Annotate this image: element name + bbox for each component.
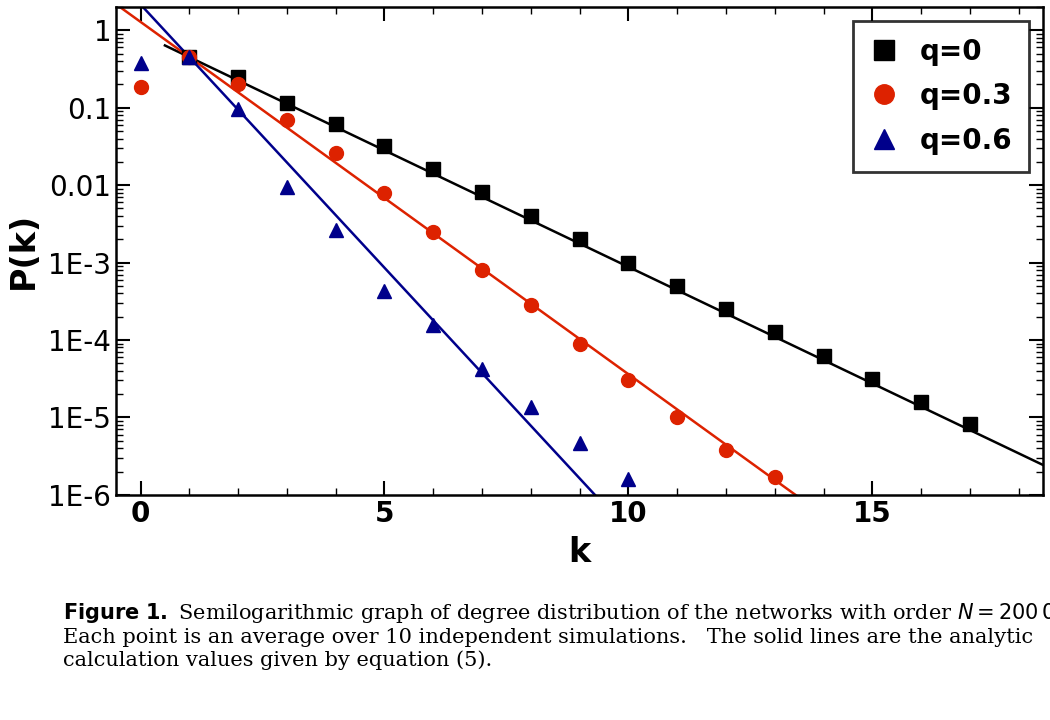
Text: $\mathbf{Figure\ 1.}$ Semilogarithmic graph of degree distribution of the networ: $\mathbf{Figure\ 1.}$ Semilogarithmic gr…: [63, 601, 1050, 670]
Legend: q=0, q=0.3, q=0.6: q=0, q=0.3, q=0.6: [854, 21, 1029, 171]
Y-axis label: P(k): P(k): [7, 212, 40, 289]
X-axis label: k: k: [568, 536, 591, 569]
